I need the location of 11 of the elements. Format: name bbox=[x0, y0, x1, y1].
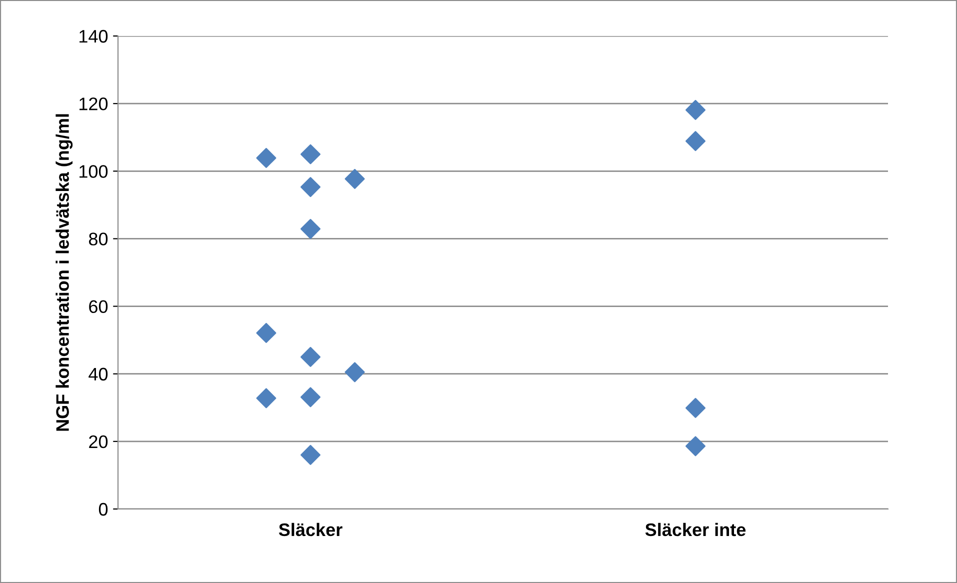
y-axis-title: NGF koncentration i ledvätska (ng/ml bbox=[56, 114, 73, 431]
y-tick-label: 80 bbox=[88, 232, 108, 246]
x-tick-label: Släcker bbox=[278, 522, 342, 536]
y-tick-label: 100 bbox=[80, 165, 108, 178]
x-tick-label: Släcker inte bbox=[645, 522, 746, 536]
y-tick-label: 60 bbox=[89, 300, 108, 314]
y-tick-label: 0 bbox=[98, 502, 108, 516]
y-tick-label: 20 bbox=[89, 435, 108, 448]
y-tick-label: 140 bbox=[80, 30, 108, 43]
y-tick-label: 120 bbox=[80, 98, 108, 110]
y-tick-label: 40 bbox=[88, 368, 108, 381]
